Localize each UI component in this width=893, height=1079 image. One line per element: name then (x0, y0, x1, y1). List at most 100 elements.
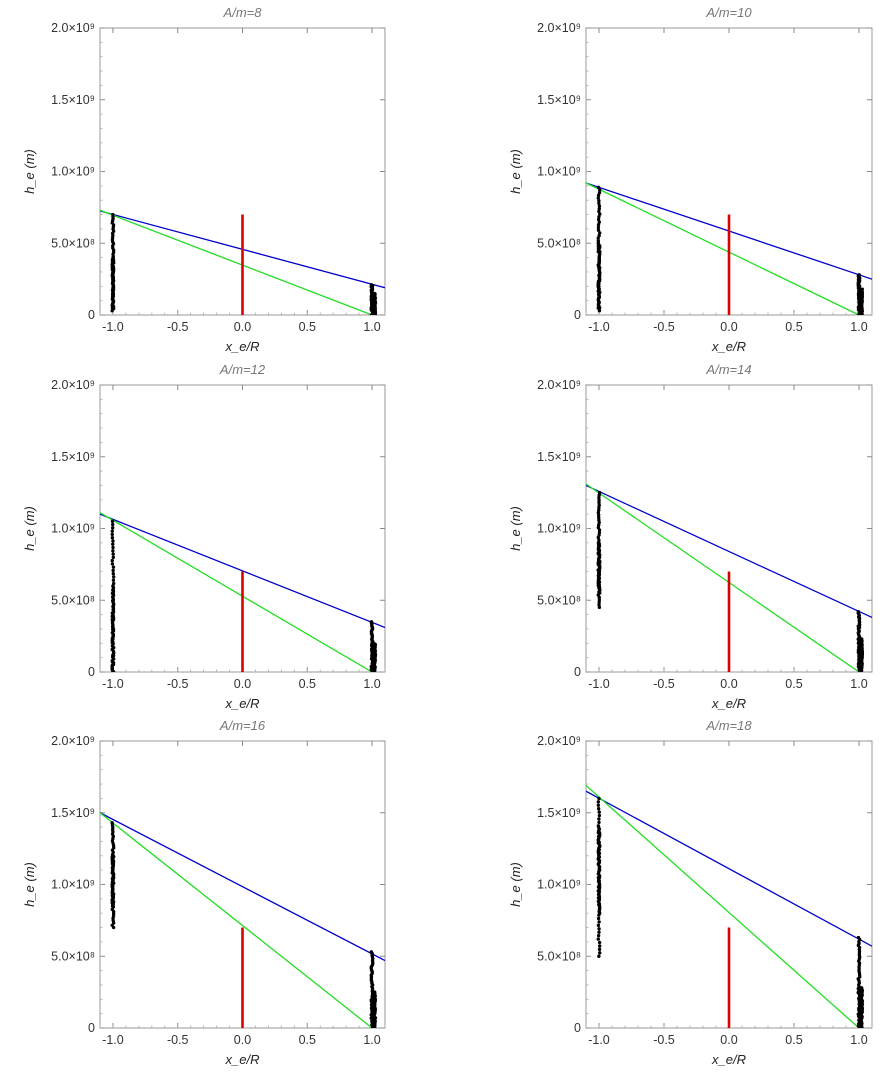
data-point (369, 950, 374, 954)
x-axis-label: x_e/R (711, 1052, 746, 1067)
x-tick-label: -0.5 (653, 677, 675, 691)
y-tick-label: 1.5×10⁹ (51, 450, 95, 464)
data-point (598, 212, 602, 216)
data-point (372, 990, 377, 994)
data-point (597, 600, 601, 605)
y-tick-label: 0 (88, 665, 95, 679)
x-tick-label: 0.5 (299, 1033, 316, 1047)
x-tick-label: -0.5 (167, 320, 189, 334)
plot-area (100, 209, 385, 315)
data-point (111, 568, 115, 573)
data-point (859, 986, 864, 990)
data-point (596, 193, 601, 198)
data-point (856, 610, 861, 614)
data-point (111, 526, 115, 530)
data-point (111, 549, 115, 553)
data-point (596, 223, 601, 227)
y-tick-label: 5.0×10⁸ (537, 236, 581, 250)
data-point (110, 536, 115, 540)
data-point (596, 228, 601, 232)
data-point (597, 820, 601, 825)
x-tick-label: -1.0 (588, 1033, 610, 1047)
panel-title: A/m=18 (705, 718, 752, 733)
data-point (110, 558, 114, 563)
data-point (110, 821, 114, 825)
x-tick-label: -0.5 (167, 677, 189, 691)
x-axis-label: x_e/R (711, 339, 746, 354)
data-point (597, 233, 601, 238)
data-point (598, 944, 602, 948)
data-point (596, 916, 601, 921)
y-tick-label: 5.0×10⁸ (51, 236, 95, 250)
series-green-line (586, 784, 860, 1028)
data-point (111, 575, 116, 579)
x-tick-label: 1.0 (850, 1033, 867, 1047)
y-tick-label: 2.0×10⁹ (51, 378, 95, 392)
data-point (857, 273, 861, 277)
series-green-line (100, 209, 373, 315)
y-tick-label: 0 (574, 308, 581, 322)
chart-panel-6: A/m=18 -1.0 -0.5 0.0 0.5 1.0 0 5.0×10⁸ 1.0×10⁹ 1.… (508, 718, 873, 1067)
data-point (597, 503, 601, 507)
data-point (597, 209, 601, 214)
data-point (856, 935, 861, 940)
plot-area (586, 182, 872, 315)
data-point (111, 542, 115, 546)
data-point (597, 920, 601, 924)
plot-area (100, 812, 385, 1028)
y-axis-label: h_e (m) (22, 149, 37, 194)
data-point (597, 190, 602, 195)
data-point (597, 796, 601, 801)
x-tick-label: -1.0 (102, 677, 124, 691)
data-point (597, 605, 602, 610)
x-tick-label: 1.0 (363, 1033, 380, 1047)
x-tick-label: 1.0 (363, 320, 380, 334)
y-tick-label: 1.5×10⁹ (51, 806, 95, 820)
chart-panel-3: A/m=12 -1.0 -0.5 0.0 0.5 1.0 0 5.0×10⁸ 1.0×10⁹ 1.… (22, 362, 386, 711)
y-tick-label: 2.0×10⁹ (51, 21, 95, 35)
data-point (369, 283, 374, 287)
data-point (110, 529, 114, 533)
data-point (596, 933, 601, 938)
x-tick-label: -1.0 (102, 320, 124, 334)
data-point (598, 231, 602, 235)
x-tick-label: -0.5 (167, 1033, 189, 1047)
data-point (596, 541, 601, 545)
data-point (597, 930, 601, 934)
data-point (597, 215, 601, 219)
x-axis-label: x_e/R (711, 696, 746, 711)
data-point (597, 520, 601, 525)
data-point (111, 212, 115, 217)
data-point (597, 533, 601, 537)
series-green-line (586, 483, 860, 672)
x-tick-label: 1.0 (363, 677, 380, 691)
plot-area (586, 784, 872, 1028)
chart-panel-4: A/m=14 -1.0 -0.5 0.0 0.5 1.0 0 5.0×10⁸ 1.0×10⁹ 1.… (508, 362, 873, 711)
x-tick-label: 0.0 (720, 1033, 737, 1047)
y-tick-label: 1.5×10⁹ (51, 93, 95, 107)
data-point (111, 539, 115, 543)
x-tick-label: -0.5 (653, 1033, 675, 1047)
data-point (596, 513, 601, 517)
x-axis-label: x_e/R (225, 696, 260, 711)
data-point (596, 225, 601, 230)
y-axis-label: h_e (m) (22, 862, 37, 907)
x-tick-label: 0.5 (785, 320, 802, 334)
y-tick-label: 5.0×10⁸ (537, 593, 581, 607)
data-point (111, 854, 115, 858)
data-point (372, 291, 377, 296)
data-point (597, 813, 602, 818)
data-point (596, 806, 601, 811)
y-tick-label: 2.0×10⁹ (51, 734, 95, 748)
data-point (111, 578, 116, 582)
x-tick-label: 0.5 (299, 320, 316, 334)
data-point (597, 207, 601, 211)
data-point (597, 495, 601, 500)
y-tick-label: 1.0×10⁹ (51, 878, 95, 892)
data-point (369, 620, 374, 624)
data-point (596, 185, 601, 189)
data-point (597, 518, 601, 522)
data-point (597, 308, 602, 313)
data-point (597, 927, 601, 931)
